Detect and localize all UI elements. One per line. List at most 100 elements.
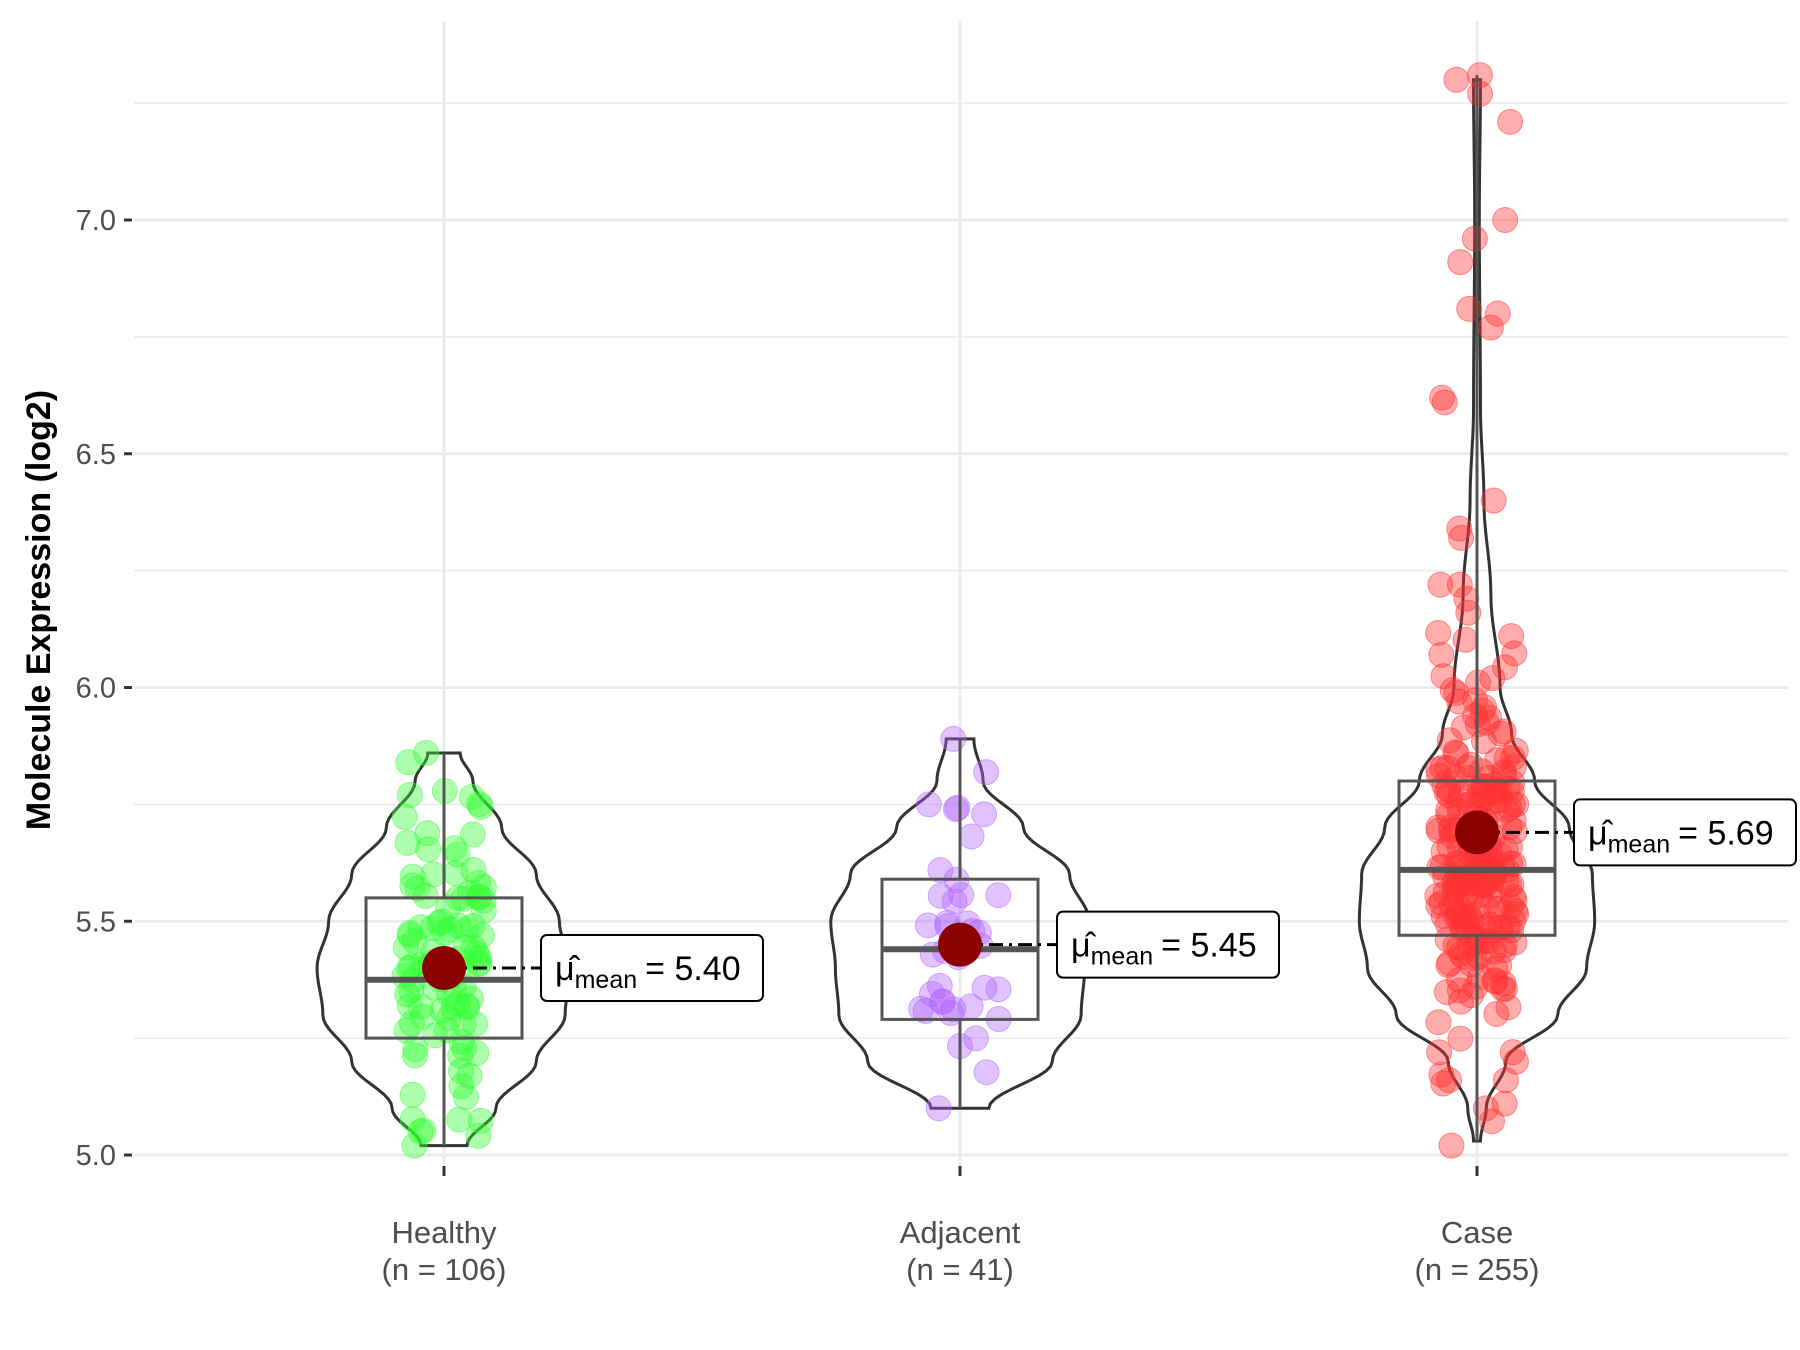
data-point: [396, 782, 423, 809]
mean-point: [1455, 810, 1499, 855]
violin-outline: [1357, 78, 1597, 1143]
data-point: [1425, 1009, 1452, 1036]
x-tick-count: (n = 41): [906, 1252, 1014, 1287]
data-point: [915, 791, 942, 818]
data-point: [428, 908, 455, 935]
data-point: [399, 1081, 426, 1108]
y-tick-label: 6.0: [76, 673, 116, 705]
data-point: [399, 1106, 426, 1133]
data-point: [985, 882, 1012, 909]
data-point: [1478, 1108, 1505, 1135]
data-point: [458, 783, 485, 810]
data-point: [1430, 663, 1457, 690]
mean-value: = 5.45: [1161, 927, 1256, 965]
data-point: [1492, 207, 1519, 233]
data-point: [395, 749, 422, 776]
data-point: [914, 912, 941, 939]
data-point: [460, 934, 487, 961]
data-point: [926, 972, 953, 999]
data-point: [908, 995, 935, 1022]
data-point: [1457, 751, 1484, 778]
data-point: [1501, 640, 1528, 667]
data-point: [1462, 687, 1489, 714]
data-point: [412, 739, 439, 766]
data-point: [1491, 1090, 1518, 1117]
data-point: [1447, 249, 1474, 276]
data-point: [1436, 727, 1463, 754]
data-point: [1439, 677, 1466, 704]
data-point: [1469, 773, 1496, 800]
data-point: [396, 992, 423, 1019]
data-point: [919, 980, 946, 1007]
mean-point: [938, 922, 982, 967]
x-tick-label: Adjacent: [900, 1215, 1021, 1250]
data-point: [1502, 1048, 1529, 1075]
data-point: [441, 835, 468, 862]
data-point: [1428, 890, 1455, 917]
data-point: [1446, 966, 1473, 993]
mean-label-box: [1573, 798, 1797, 867]
group-adjacent: μ̂mean = 5.45: [829, 725, 1280, 1122]
data-point: [1438, 1132, 1465, 1159]
data-point: [1446, 515, 1473, 542]
data-point: [1467, 80, 1494, 107]
data-point: [971, 974, 998, 1001]
data-point: [1429, 384, 1456, 411]
data-point: [971, 801, 998, 828]
data-point: [1497, 893, 1524, 920]
data-point: [1448, 524, 1475, 551]
data-point: [927, 882, 954, 909]
data-point: [1498, 623, 1525, 650]
x-tick-label: Healthy: [391, 1215, 497, 1250]
data-point: [1489, 975, 1516, 1002]
data-point: [1451, 917, 1478, 944]
data-point: [1427, 571, 1454, 598]
mean-subscript: mean: [575, 966, 638, 994]
data-point: [450, 1010, 477, 1037]
data-point: [467, 1107, 494, 1134]
data-point: [1436, 782, 1463, 809]
mean-value: = 5.69: [1678, 814, 1773, 852]
data-point: [1446, 571, 1473, 598]
data-point: [448, 1058, 475, 1085]
data-point: [1483, 1000, 1510, 1027]
data-point: [398, 953, 425, 980]
data-point: [1453, 585, 1480, 612]
data-point: [465, 869, 492, 896]
y-axis-title: Molecule Expression (log2): [20, 390, 58, 830]
data-point: [1496, 814, 1523, 841]
group-case: μ̂mean = 5.69: [1357, 62, 1797, 1159]
data-point: [447, 1042, 474, 1069]
mean-label: μ̂mean = 5.69: [1588, 814, 1774, 858]
data-point: [973, 1059, 1000, 1086]
data-point: [1499, 1039, 1526, 1066]
mean-subscript: mean: [1608, 830, 1671, 858]
data-point: [446, 1106, 473, 1133]
data-point: [410, 1117, 437, 1144]
data-point: [452, 1084, 479, 1111]
data-point: [465, 950, 492, 977]
data-point: [401, 1042, 428, 1069]
data-point: [1480, 487, 1507, 514]
data-point: [1456, 295, 1483, 322]
data-point: [404, 875, 431, 902]
data-point: [1447, 1025, 1474, 1052]
data-point: [925, 1095, 952, 1122]
data-point: [1444, 790, 1471, 817]
grid: [134, 21, 1788, 1170]
data-point: [1455, 599, 1482, 626]
data-point: [457, 985, 484, 1012]
data-point: [1466, 62, 1493, 89]
data-point: [433, 1017, 460, 1044]
data-point: [470, 887, 497, 914]
data-point: [466, 791, 493, 818]
violin-outline: [829, 737, 1091, 1110]
data-point: [1477, 314, 1504, 341]
data-point: [942, 796, 969, 823]
data-point: [1456, 904, 1483, 931]
data-point: [467, 793, 494, 820]
data-point: [1425, 619, 1452, 646]
data-point: [1486, 952, 1513, 979]
mean-label-box: [540, 934, 764, 1002]
data-point: [1498, 778, 1525, 805]
